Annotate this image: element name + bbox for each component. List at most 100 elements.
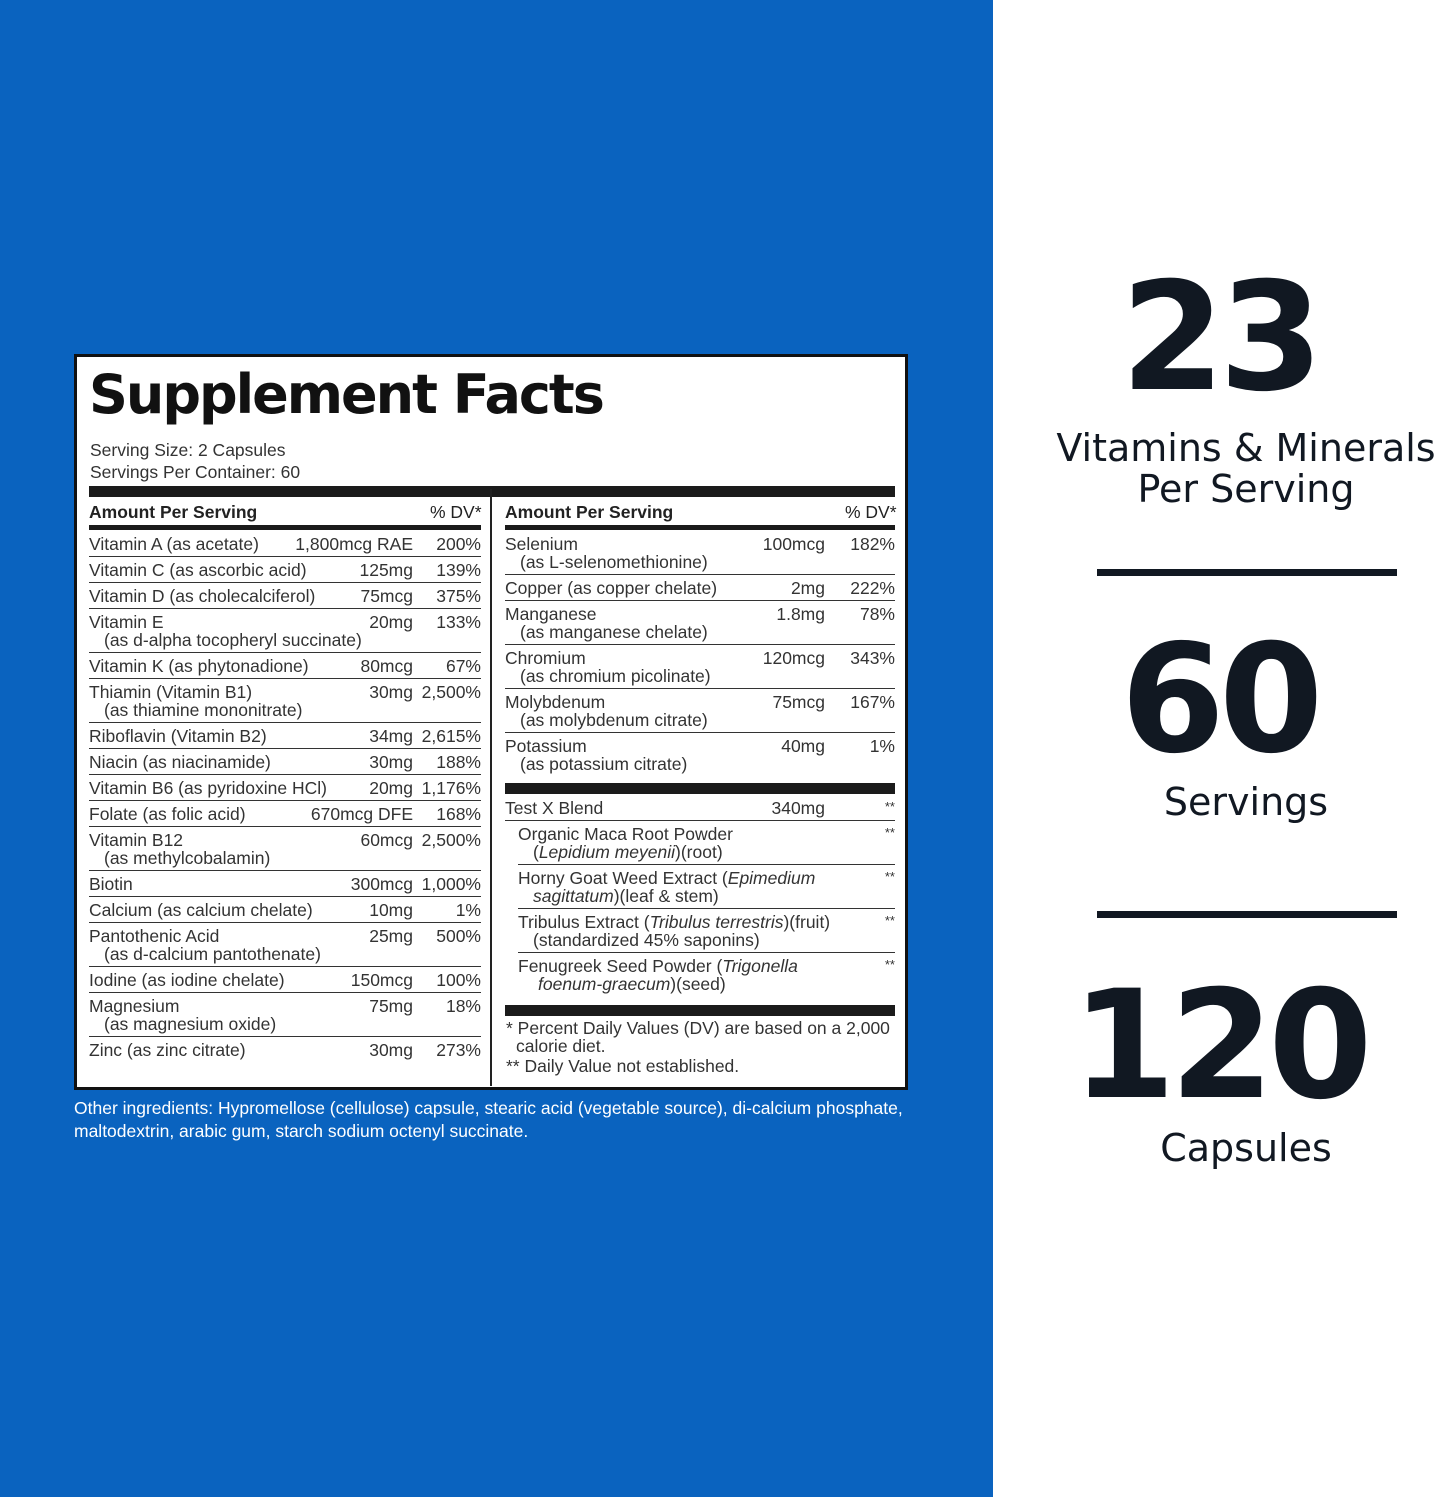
stat-divider-1: [1097, 569, 1397, 576]
nutrient-dv: 133%: [436, 612, 481, 632]
nutrient-dv: 18%: [445, 996, 481, 1016]
nutrient-dv: 139%: [436, 560, 481, 580]
nutrient-source: (as manganese chelate): [520, 622, 708, 642]
blend-item-tribulus: Tribulus Extract (Tribulus terrestris)(f…: [518, 909, 895, 953]
nutrient-amount: 2mg: [790, 578, 825, 598]
nutrient-name: Vitamin A (as acetate): [89, 534, 259, 554]
nutrient-row: Vitamin D (as cholecalciferol) 75mcg 375%: [89, 583, 481, 609]
nutrient-dv: 222%: [850, 578, 895, 598]
nutrient-name: Biotin: [89, 874, 133, 894]
nutrient-dv: 2,615%: [421, 726, 481, 746]
right-header-bar: [505, 525, 895, 530]
nutrient-row: Pantothenic Acid (as d-calcium pantothena…: [89, 923, 481, 967]
footnote-dv: * Percent Daily Values (DV) are based on…: [506, 1018, 890, 1038]
facts-title: Supplement Facts: [89, 363, 605, 426]
nutrient-row: Vitamin B12 (as methylcobalamin) 60mcg 2,50…: [89, 827, 481, 871]
stat-label-capsules: Capsules: [1160, 1126, 1332, 1170]
nutrient-row: Zinc (as zinc citrate) 30mg 273%: [89, 1037, 481, 1062]
nutrient-dv: 182%: [850, 534, 895, 554]
blend-item-horny-goat-weed: Horny Goat Weed Extract (Epimedium sagit…: [518, 865, 895, 909]
nutrient-row: Chromium (as chromium picolinate) 120mcg 34…: [505, 645, 895, 689]
nutrient-dv: 1%: [869, 736, 895, 756]
nutrient-name: Molybdenum: [505, 692, 606, 712]
nutrient-amount: 80mcg: [360, 656, 413, 676]
nutrient-dv: 67%: [445, 656, 481, 676]
nutrient-amount: 30mg: [369, 1040, 413, 1060]
nutrient-row: Vitamin C (as ascorbic acid) 125mg 139%: [89, 557, 481, 583]
left-dv-header: % DV*: [430, 502, 482, 522]
right-nutrient-list: Selenium (as L-selenomethionine) 100mcg 182…: [505, 531, 895, 776]
nutrient-name: Vitamin B6 (as pyridoxine HCl): [89, 778, 327, 798]
nutrient-source: (as d-alpha tocopheryl succinate): [104, 630, 362, 650]
footnote-dv-cont: calorie diet.: [516, 1036, 606, 1056]
nutrient-amount: 670mcg DFE: [310, 804, 413, 824]
nutrient-amount: 1.8mg: [776, 604, 825, 624]
nutrient-amount: 125mg: [359, 560, 413, 580]
nutrient-name: Magnesium: [89, 996, 180, 1016]
nutrient-amount: 34mg: [369, 726, 413, 746]
top-thick-bar: [89, 486, 895, 497]
nutrient-row: Manganese (as manganese chelate) 1.8mg 78%: [505, 601, 895, 645]
nutrient-row: Thiamin (Vitamin B1) (as thiamine mononit…: [89, 679, 481, 723]
nutrient-amount: 30mg: [369, 752, 413, 772]
nutrient-row: Niacin (as niacinamide) 30mg 188%: [89, 749, 481, 775]
nutrient-source: (as magnesium oxide): [104, 1014, 277, 1034]
column-divider: [490, 489, 492, 1086]
stat-label-vitamins: Vitamins & Minerals Per Serving: [1056, 426, 1436, 511]
blend-item-fenugreek: Fenugreek Seed Powder (Trigonella foenum…: [518, 956, 895, 994]
nutrient-dv: 100%: [436, 970, 481, 990]
nutrient-name: Zinc (as zinc citrate): [89, 1040, 246, 1060]
footnotes: * Percent Daily Values (DV) are based on…: [506, 1019, 906, 1075]
nutrient-row: Vitamin B6 (as pyridoxine HCl) 20mg 1,176%: [89, 775, 481, 801]
nutrient-source: (as d-calcium pantothenate): [104, 944, 321, 964]
nutrient-row: Vitamin E (as d-alpha tocopheryl succinat…: [89, 609, 481, 653]
nutrient-dv: 78%: [859, 604, 895, 624]
blend-row: Test X Blend 340mg **: [505, 795, 895, 821]
nutrient-amount: 100mcg: [762, 534, 825, 554]
nutrient-amount: 1,800mcg RAE: [295, 534, 413, 554]
nutrient-row: Vitamin K (as phytonadione) 80mcg 67%: [89, 653, 481, 679]
nutrient-dv: 375%: [436, 586, 481, 606]
stat-label-servings: Servings: [1163, 780, 1329, 824]
servings-per-container: Servings Per Container: 60: [90, 462, 301, 482]
nutrient-name: Vitamin K (as phytonadione): [89, 656, 309, 676]
nutrient-source: (as methylcobalamin): [104, 848, 271, 868]
nutrient-name: Vitamin D (as cholecalciferol): [89, 586, 316, 606]
nutrient-name: Vitamin B12: [89, 830, 184, 850]
nutrient-name: Thiamin (Vitamin B1): [89, 682, 253, 702]
nutrient-name: Vitamin C (as ascorbic acid): [89, 560, 307, 580]
nutrient-amount: 75mcg: [772, 692, 825, 712]
nutrient-name: Selenium: [505, 534, 578, 554]
blend-thick-bar: [505, 783, 895, 794]
nutrient-row: Folate (as folic acid) 670mcg DFE 168%: [89, 801, 481, 827]
nutrient-source: (as chromium picolinate): [520, 666, 711, 686]
nutrient-amount: 75mg: [369, 996, 413, 1016]
nutrient-name: Iodine (as iodine chelate): [89, 970, 285, 990]
right-amount-header: Amount Per Serving: [505, 502, 674, 522]
nutrient-dv: 167%: [850, 692, 895, 712]
nutrient-amount: 120mcg: [762, 648, 825, 668]
nutrient-amount: 60mcg: [360, 830, 413, 850]
nutrient-row: Selenium (as L-selenomethionine) 100mcg 182…: [505, 531, 895, 575]
nutrient-name: Chromium: [505, 648, 586, 668]
nutrient-amount: 300mcg: [350, 874, 413, 894]
stat-number-capsules: 120: [1071, 959, 1372, 1133]
nutrient-row: Magnesium (as magnesium oxide) 75mg 18%: [89, 993, 481, 1037]
nutrient-name: Niacin (as niacinamide): [89, 752, 271, 772]
right-dv-header: % DV*: [845, 502, 897, 522]
nutrient-source: (as molybdenum citrate): [520, 710, 708, 730]
nutrient-dv: 273%: [436, 1040, 481, 1060]
stat-number-servings: 60: [1120, 613, 1324, 787]
footnote-thick-bar: [505, 1005, 895, 1016]
nutrient-dv: 2,500%: [421, 682, 481, 702]
nutrient-name: Potassium: [505, 736, 587, 756]
nutrient-row: Biotin 300mcg 1,000%: [89, 871, 481, 897]
serving-size: Serving Size: 2 Capsules: [90, 440, 286, 460]
nutrient-name: Riboflavin (Vitamin B2): [89, 726, 267, 746]
nutrient-dv: 1%: [455, 900, 481, 920]
nutrient-amount: 25mg: [369, 926, 413, 946]
other-ingredients: Other ingredients: Hypromellose (cellulo…: [74, 1098, 903, 1141]
stat-number-vitamins: 23: [1120, 251, 1324, 425]
nutrient-name: Calcium (as calcium chelate): [89, 900, 313, 920]
nutrient-amount: 20mg: [369, 778, 413, 798]
